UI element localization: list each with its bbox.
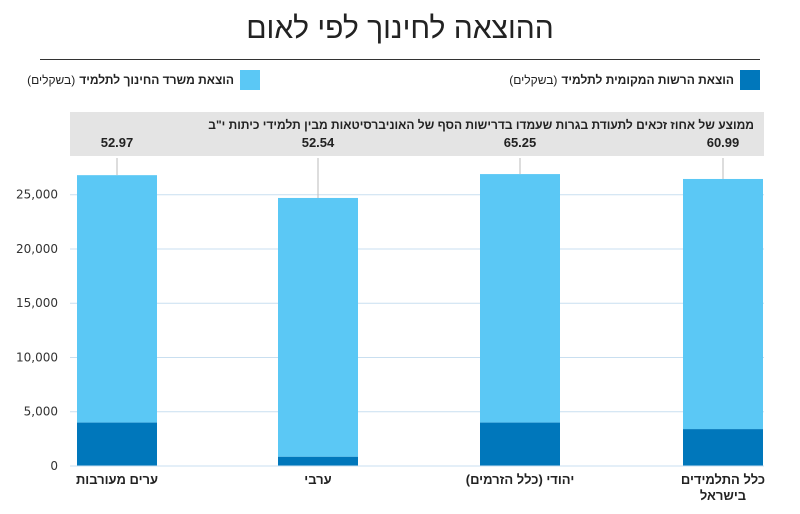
legend-ministry-label: הוצאת משרד החינוך לתלמיד [79,73,234,87]
legend-ministry-unit: (בשקלים) [27,73,76,87]
average-value-label: 60.99 [707,135,740,150]
bar-ministry [480,174,560,423]
category-label: ערבי [304,472,331,487]
bar-ministry [683,178,763,430]
chart-title: ההוצאה לחינוך לפי לאום [246,12,554,45]
title-divider [40,59,760,60]
y-tick-label: 0 [50,459,58,473]
y-tick-label: 20,000 [16,242,58,256]
legend-ministry: הוצאת משרד החינוך לתלמיד (בשקלים) [27,70,260,90]
legend-ministry-swatch [240,70,260,90]
y-tick-label: 25,000 [16,188,58,202]
category-label: ערים מעורבות [76,472,158,487]
bar-ministry [278,197,358,457]
category-label: יהודי (כלל הזרמים) [466,472,575,487]
bar-local [77,422,157,466]
bar-local [683,429,763,466]
bar-local [480,422,560,466]
y-tick-label: 10,000 [16,350,58,364]
y-tick-label: 15,000 [16,296,58,310]
category-label-line2: בישראל [700,488,746,503]
legend-local-label: הוצאת הרשות המקומית לתלמיד [561,73,734,87]
bar-local [278,456,358,466]
bar-ministry [77,175,157,423]
legend-local-swatch [740,70,760,90]
average-value-label: 52.97 [101,135,134,150]
category-label-line1: כלל התלמידים [681,472,765,487]
y-tick-label: 5,000 [24,405,58,419]
average-value-label: 52.54 [302,135,335,150]
legend-local-unit: (בשקלים) [509,73,558,87]
average-band-title: ממוצע של אחוז זכאים לתעודת בגרות שעמדו ב… [202,116,760,134]
average-value-label: 65.25 [504,135,537,150]
legend-local: הוצאת הרשות המקומית לתלמיד (בשקלים) [509,70,760,90]
